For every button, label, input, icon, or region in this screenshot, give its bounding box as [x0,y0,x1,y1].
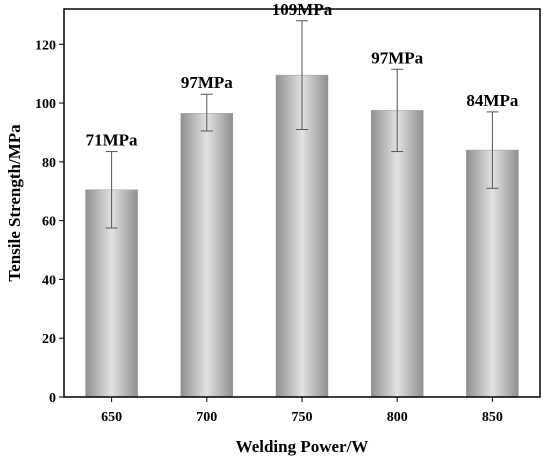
y-tick-label-60: 60 [42,215,56,230]
y-tick-label-120: 120 [35,38,56,53]
x-axis: 650 700 750 800 850 [101,397,503,425]
data-label-800: 97MPa [371,48,423,67]
data-label-650: 71MPa [86,131,138,150]
x-tick-label-700: 700 [196,410,217,425]
x-tick-label-650: 650 [101,410,122,425]
bar-700 [180,113,234,398]
y-tick-label-40: 40 [42,273,56,288]
y-tick-label-20: 20 [42,332,56,347]
data-label-700: 97MPa [181,73,233,92]
x-tick-label-850: 850 [482,410,503,425]
error-bars-layer [105,20,499,229]
y-tick-label-0: 0 [49,391,56,406]
y-tick-label-100: 100 [35,97,56,112]
y-axis-title: Tensile Strength/MPa [5,124,24,282]
bar-800 [370,110,424,398]
y-tick-label-80: 80 [42,156,56,171]
bar-850 [466,149,519,398]
y-axis: 0 20 40 60 80 100 120 [35,38,64,406]
x-axis-title: Welding Power/W [236,437,369,456]
x-tick-label-800: 800 [387,410,408,425]
data-label-850: 84MPa [466,91,518,110]
x-tick-label-750: 750 [292,410,313,425]
